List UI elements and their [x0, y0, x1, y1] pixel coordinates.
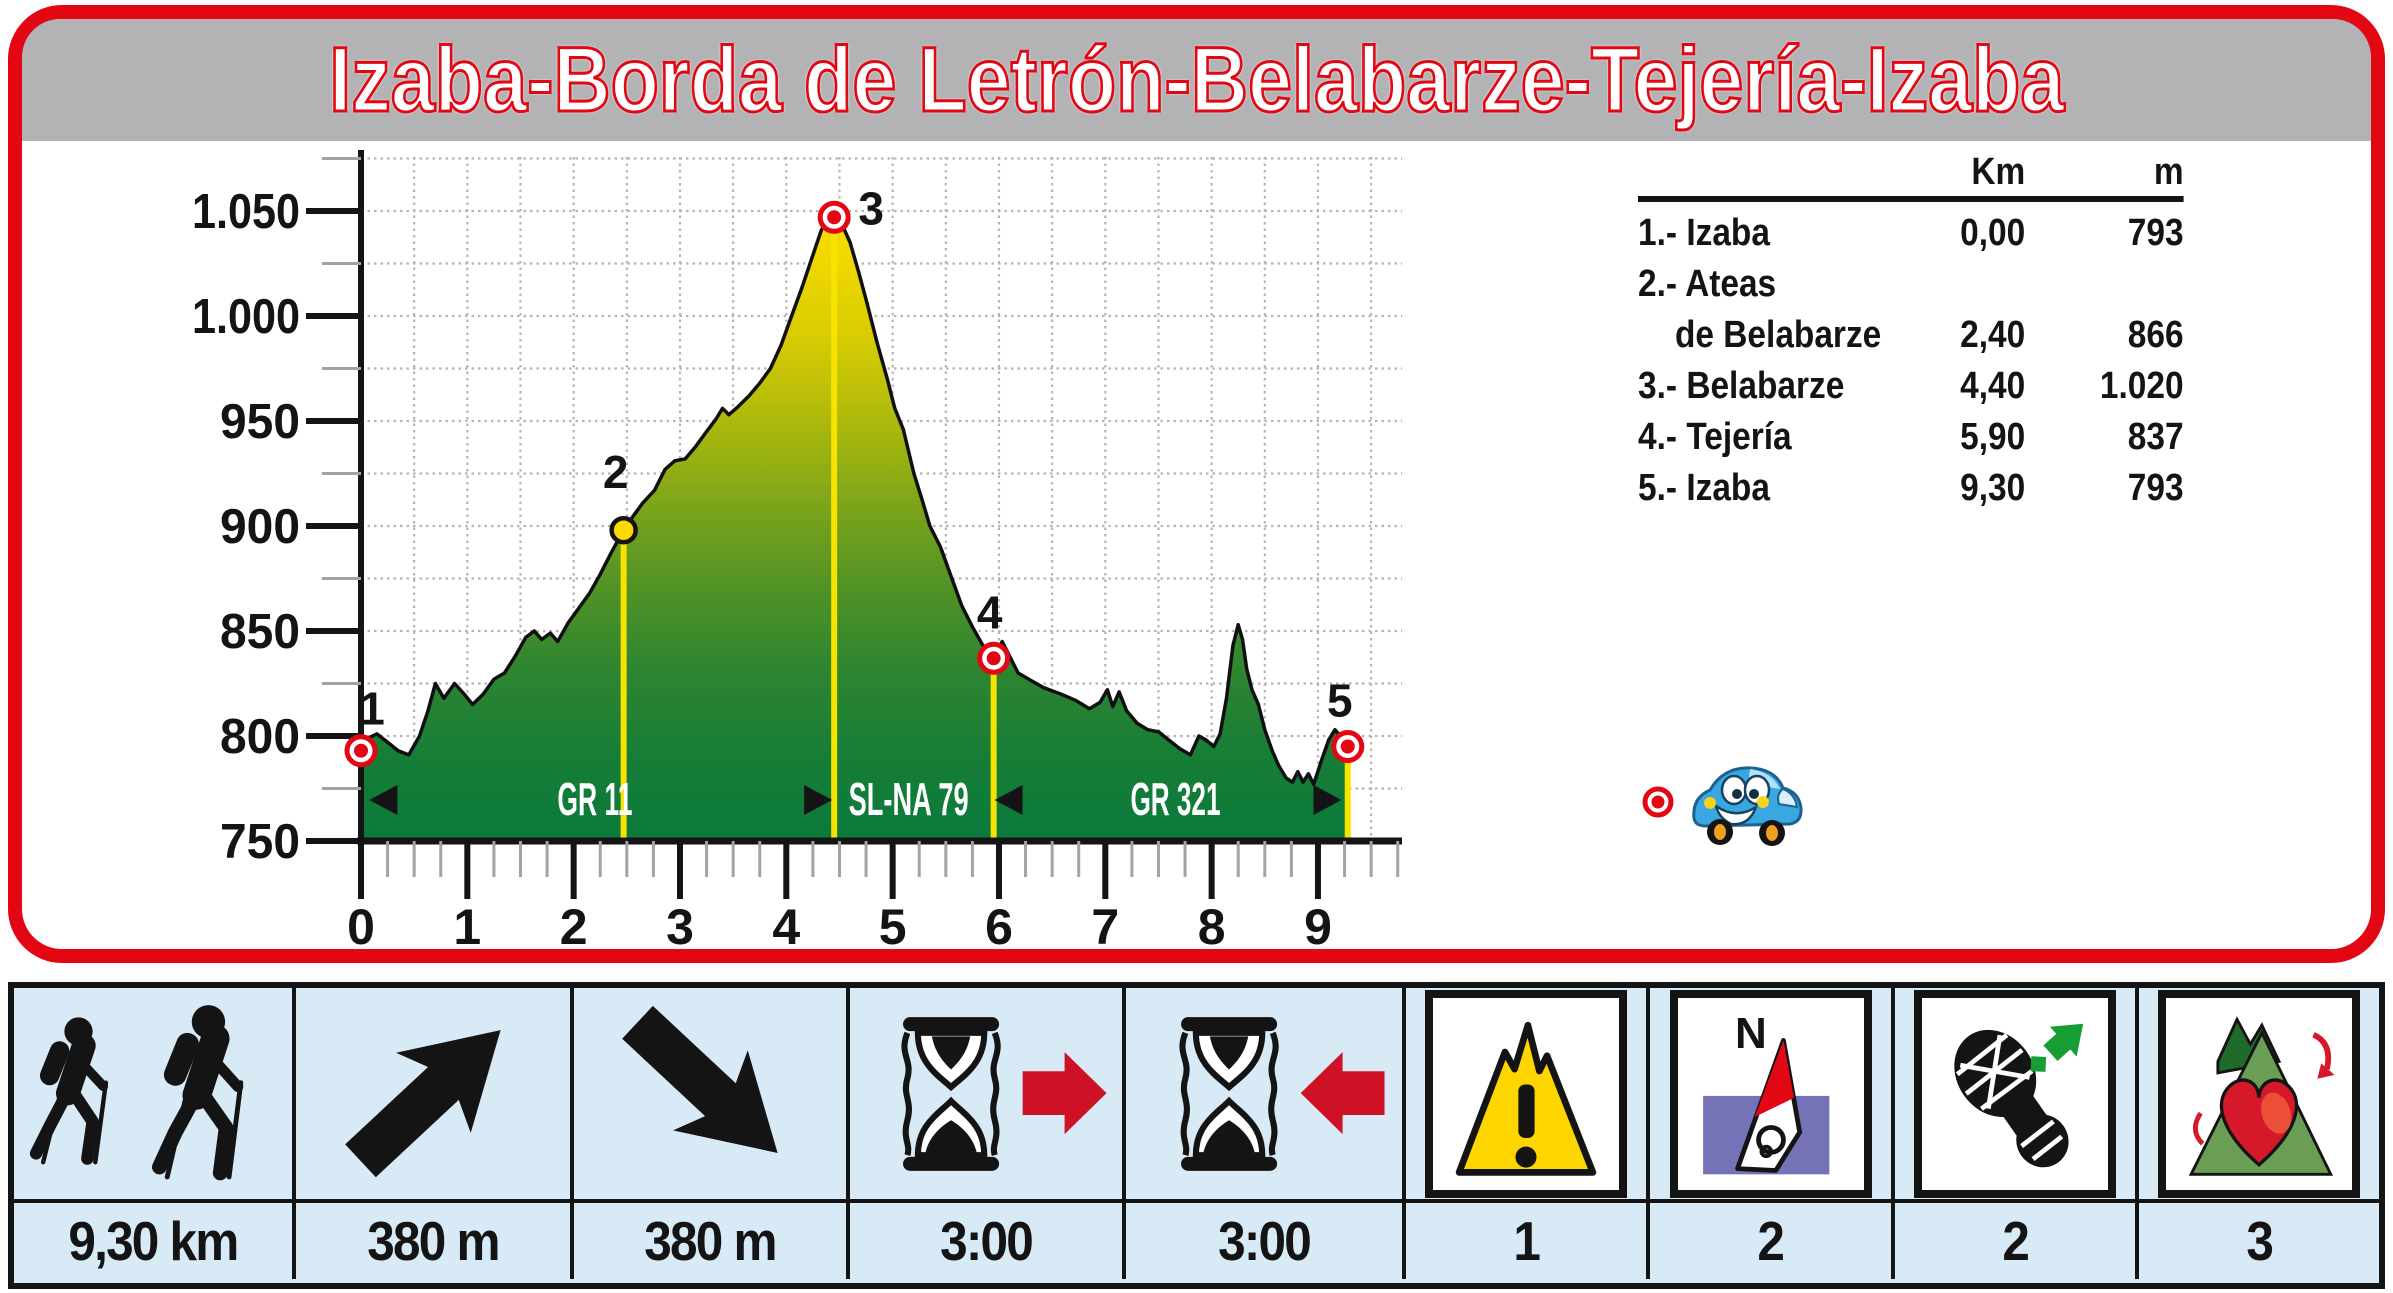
ascent-arrow-icon: [296, 988, 575, 1199]
svg-text:3: 3: [666, 899, 694, 955]
svg-text:9: 9: [1304, 899, 1332, 955]
svg-text:4: 4: [772, 899, 800, 955]
heart-mountain-box: [2158, 989, 2361, 1198]
footprint-box: [1914, 989, 2117, 1198]
footprint-value: 2: [1895, 1199, 2140, 1279]
warning-triangle-value: 1: [1405, 1199, 1650, 1279]
waypoint-markers: 1 2 3 4 5: [344, 182, 1365, 768]
svg-text:1: 1: [453, 899, 481, 955]
svg-text:GR 11: GR 11: [557, 773, 632, 825]
svg-text:5: 5: [879, 899, 907, 955]
compass-box: N: [1669, 989, 1872, 1198]
title-band: Izaba-Borda de Letrón-Belabarze-Tejería-…: [22, 19, 2371, 141]
header-km: Km: [1971, 151, 2026, 193]
waypoint-marker-icon: [1642, 786, 1674, 818]
descent-arrow-icon: [574, 988, 850, 1199]
waypoint-table-row: 2.- Ateas de Belabarze 2,40 866: [1638, 263, 2184, 356]
hourglass-forward-value: 3:00: [849, 1199, 1127, 1279]
svg-text:750: 750: [220, 815, 300, 869]
hourglass-forward-icon: [850, 988, 1127, 1199]
waypoint-table-row: 1.- Izaba 0,00 793: [1638, 212, 2184, 254]
svg-text:850: 850: [220, 605, 300, 659]
waypoint-table-row: 4.- Tejería 5,90 837: [1638, 416, 2184, 458]
svg-text:1.050: 1.050: [192, 185, 300, 239]
heart-mountain-icon: [2139, 988, 2379, 1199]
axes: 750 800 850 900 950 1.000 1.050 0 1 2 3 4 5 6 7 8 9: [192, 150, 1402, 955]
waypoint-table-row: 5.- Izaba 9,30 793: [1638, 467, 2184, 509]
svg-text:2: 2: [603, 446, 629, 498]
svg-text:800: 800: [220, 710, 300, 764]
svg-text:3: 3: [858, 182, 884, 234]
svg-text:6: 6: [985, 899, 1013, 955]
svg-text:950: 950: [220, 395, 300, 449]
svg-text:GR 321: GR 321: [1130, 773, 1220, 825]
descent-arrow-value: 380 m: [574, 1199, 850, 1279]
compass-icon: N: [1650, 988, 1896, 1199]
waypoint-table-header: Km m: [1638, 150, 2184, 194]
header-m: m: [2153, 151, 2184, 193]
hourglass-return-icon: [1126, 988, 1406, 1199]
svg-text:7: 7: [1091, 899, 1119, 955]
svg-text:1: 1: [359, 683, 385, 735]
car-icon: [1692, 766, 1803, 846]
mide-info-bar: N 9,30 km 380 m 380 m 3:00 3:00 1 2 2 3: [8, 982, 2385, 1289]
car-access-legend: [1642, 766, 1803, 846]
svg-text:8: 8: [1198, 899, 1226, 955]
svg-text:900: 900: [220, 500, 300, 554]
svg-text:N: N: [1735, 1009, 1767, 1058]
header-spacer: [1638, 150, 1937, 194]
footprint-icon: [1895, 988, 2140, 1199]
header-rule: [1638, 196, 2184, 202]
svg-text:0: 0: [347, 899, 375, 955]
compass-value: 2: [1649, 1199, 1896, 1279]
hourglass-return-value: 3:00: [1126, 1199, 1406, 1279]
route-title: Izaba-Borda de Letrón-Belabarze-Tejería-…: [328, 27, 2066, 132]
ascent-arrow-value: 380 m: [295, 1199, 575, 1279]
elevation-area: [361, 217, 1350, 842]
svg-text:4: 4: [977, 586, 1003, 638]
hikers-value: 9,30 km: [14, 1199, 296, 1279]
hikers-icon: [14, 988, 296, 1199]
waypoint-table-row: 3.- Belabarze 4,40 1.020: [1638, 365, 2184, 407]
svg-text:2: 2: [560, 899, 588, 955]
svg-text:SL-NA 79: SL-NA 79: [849, 773, 969, 825]
warning-triangle-icon: [1406, 988, 1650, 1199]
warning-box: [1424, 989, 1627, 1198]
waypoint-table: Km m 1.- Izaba 0,00 793 2.- Ateas de Belabar…: [1638, 150, 2184, 514]
svg-text:5: 5: [1327, 675, 1353, 727]
trail-segments: GR 11 SL-NA 79 GR 321: [369, 773, 1342, 825]
svg-text:1.000: 1.000: [192, 290, 300, 344]
waypoint-rows: 1.- Izaba 0,00 793 2.- Ateas de Belabarze 2,4…: [1638, 208, 2184, 514]
heart-mountain-value: 3: [2139, 1199, 2379, 1279]
